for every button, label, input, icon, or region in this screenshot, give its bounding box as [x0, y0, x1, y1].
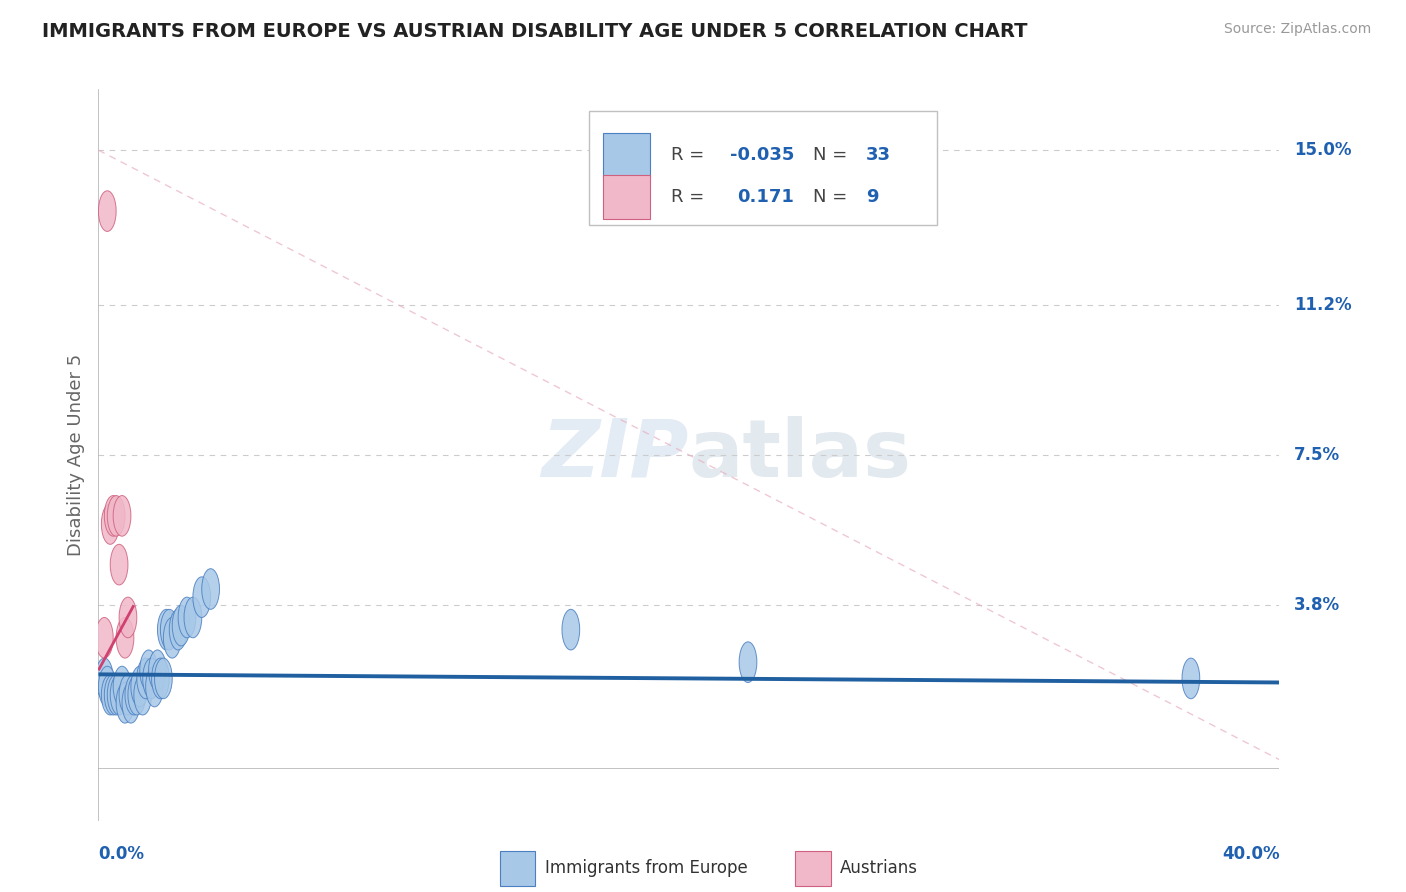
Text: N =: N =: [813, 187, 853, 206]
Ellipse shape: [107, 496, 125, 536]
Text: -0.035: -0.035: [730, 146, 794, 164]
Ellipse shape: [104, 496, 122, 536]
Ellipse shape: [107, 674, 125, 715]
Ellipse shape: [173, 606, 190, 646]
Text: Source: ZipAtlas.com: Source: ZipAtlas.com: [1223, 22, 1371, 37]
Ellipse shape: [740, 642, 756, 682]
Ellipse shape: [562, 609, 579, 650]
Ellipse shape: [146, 666, 163, 706]
Ellipse shape: [122, 682, 139, 723]
Ellipse shape: [134, 674, 152, 715]
Ellipse shape: [96, 658, 112, 698]
Ellipse shape: [131, 666, 149, 706]
FancyBboxPatch shape: [603, 133, 650, 177]
Ellipse shape: [184, 597, 202, 638]
Ellipse shape: [98, 666, 117, 706]
FancyBboxPatch shape: [589, 112, 936, 225]
Ellipse shape: [149, 650, 166, 690]
Ellipse shape: [117, 617, 134, 658]
Ellipse shape: [125, 674, 143, 715]
Ellipse shape: [193, 577, 211, 617]
Ellipse shape: [110, 544, 128, 585]
Ellipse shape: [143, 658, 160, 698]
Text: 33: 33: [866, 146, 891, 164]
Ellipse shape: [202, 569, 219, 609]
Ellipse shape: [155, 658, 173, 698]
Ellipse shape: [110, 674, 128, 715]
Ellipse shape: [169, 609, 187, 650]
Ellipse shape: [101, 674, 120, 715]
Text: 3.8%: 3.8%: [1294, 596, 1340, 615]
Text: IMMIGRANTS FROM EUROPE VS AUSTRIAN DISABILITY AGE UNDER 5 CORRELATION CHART: IMMIGRANTS FROM EUROPE VS AUSTRIAN DISAB…: [42, 22, 1028, 41]
Ellipse shape: [112, 496, 131, 536]
Text: Austrians: Austrians: [841, 859, 918, 877]
FancyBboxPatch shape: [603, 175, 650, 219]
Ellipse shape: [1182, 658, 1199, 698]
FancyBboxPatch shape: [501, 851, 536, 887]
Ellipse shape: [120, 597, 136, 638]
Text: 7.5%: 7.5%: [1294, 446, 1340, 464]
Text: N =: N =: [813, 146, 853, 164]
Text: atlas: atlas: [689, 416, 912, 494]
Y-axis label: Disability Age Under 5: Disability Age Under 5: [66, 354, 84, 556]
Text: 40.0%: 40.0%: [1222, 845, 1279, 863]
Ellipse shape: [117, 682, 134, 723]
Ellipse shape: [157, 609, 176, 650]
Ellipse shape: [96, 617, 112, 658]
Ellipse shape: [98, 191, 117, 231]
Text: 11.2%: 11.2%: [1294, 295, 1351, 314]
Ellipse shape: [160, 609, 179, 650]
Text: Immigrants from Europe: Immigrants from Europe: [546, 859, 748, 877]
Text: ZIP: ZIP: [541, 416, 689, 494]
Ellipse shape: [120, 674, 136, 715]
Ellipse shape: [104, 674, 122, 715]
Text: R =: R =: [671, 146, 710, 164]
Text: 0.0%: 0.0%: [98, 845, 145, 863]
Ellipse shape: [101, 504, 120, 544]
FancyBboxPatch shape: [796, 851, 831, 887]
Text: R =: R =: [671, 187, 710, 206]
Text: 0.171: 0.171: [737, 187, 794, 206]
Ellipse shape: [163, 617, 181, 658]
Ellipse shape: [152, 658, 169, 698]
Text: 15.0%: 15.0%: [1294, 141, 1351, 159]
Ellipse shape: [136, 658, 155, 698]
Text: 9: 9: [866, 187, 879, 206]
Ellipse shape: [179, 597, 195, 638]
Ellipse shape: [128, 674, 146, 715]
Ellipse shape: [139, 650, 157, 690]
Ellipse shape: [112, 666, 131, 706]
